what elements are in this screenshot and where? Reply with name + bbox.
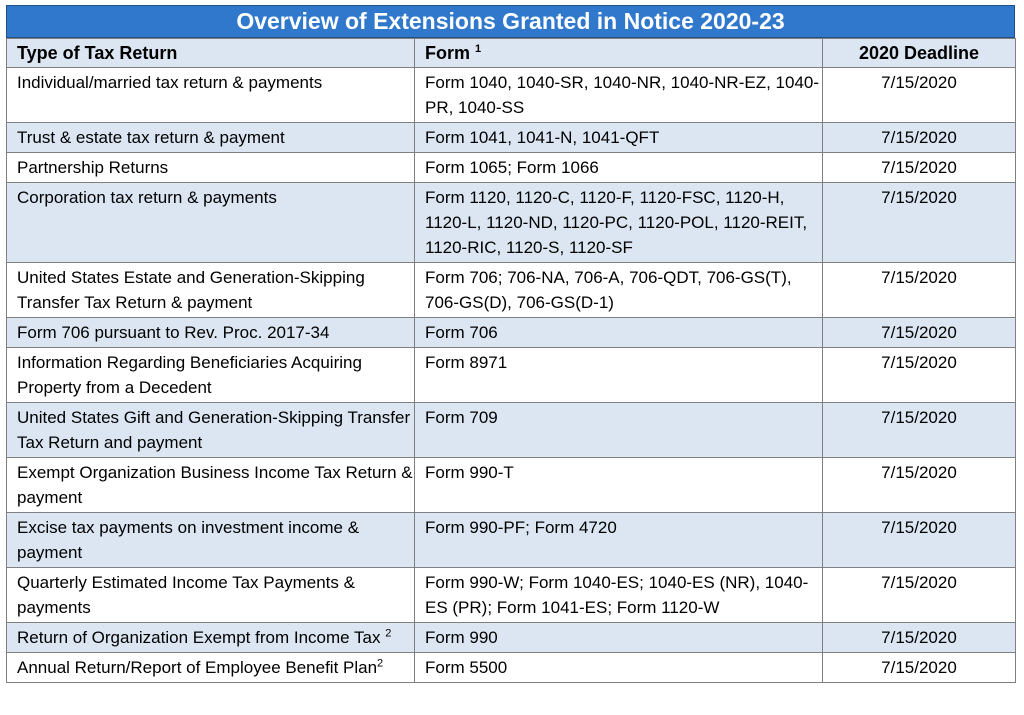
header-form: Form 1 bbox=[414, 38, 823, 68]
cell-form: Form 1041, 1041-N, 1041-QFT bbox=[414, 122, 823, 153]
cell-form: Form 990-PF; Form 4720 bbox=[414, 512, 823, 568]
table-row: Annual Return/Report of Employee Benefit… bbox=[6, 652, 1016, 683]
table-row: Corporation tax return & payments Form 11… bbox=[6, 182, 1016, 263]
table-row: Trust & estate tax return & payment Form … bbox=[6, 122, 1016, 153]
cell-form: Form 1065; Form 1066 bbox=[414, 152, 823, 183]
cell-form: Form 706; 706-NA, 706-A, 706-QDT, 706-GS… bbox=[414, 262, 823, 318]
table-body: Individual/married tax return & payments… bbox=[6, 67, 1016, 683]
extensions-table: Type of Tax Return Form 1 2020 Deadline … bbox=[6, 38, 1016, 683]
cell-deadline: 7/15/2020 bbox=[822, 122, 1016, 153]
cell-form: Form 5500 bbox=[414, 652, 823, 683]
table-row: Return of Organization Exempt from Incom… bbox=[6, 622, 1016, 653]
footnote-marker: 1 bbox=[475, 43, 482, 55]
cell-deadline: 7/15/2020 bbox=[822, 512, 1016, 568]
header-row: Type of Tax Return Form 1 2020 Deadline bbox=[6, 38, 1016, 68]
cell-form: Form 1120, 1120-C, 1120-F, 1120-FSC, 112… bbox=[414, 182, 823, 263]
table-row: Exempt Organization Business Income Tax … bbox=[6, 457, 1016, 513]
footnote-marker: 2 bbox=[385, 627, 392, 640]
table-row: Excise tax payments on investment income… bbox=[6, 512, 1016, 568]
table-row: United States Estate and Generation-Skip… bbox=[6, 262, 1016, 318]
cell-deadline: 7/15/2020 bbox=[822, 152, 1016, 183]
footnote-marker: 2 bbox=[377, 657, 384, 670]
cell-return-type: Excise tax payments on investment income… bbox=[6, 512, 415, 568]
cell-deadline: 7/15/2020 bbox=[822, 317, 1016, 348]
cell-form: Form 990-T bbox=[414, 457, 823, 513]
cell-form: Form 990-W; Form 1040-ES; 1040-ES (NR), … bbox=[414, 567, 823, 623]
cell-return-type: Partnership Returns bbox=[6, 152, 415, 183]
cell-form: Form 1040, 1040-SR, 1040-NR, 1040-NR-EZ,… bbox=[414, 67, 823, 123]
cell-deadline: 7/15/2020 bbox=[822, 182, 1016, 263]
table-row: Partnership Returns Form 1065; Form 1066 7… bbox=[6, 152, 1016, 183]
cell-deadline: 7/15/2020 bbox=[822, 567, 1016, 623]
cell-return-type: United States Gift and Generation-Skippi… bbox=[6, 402, 415, 458]
cell-return-type: Information Regarding Beneficiaries Acqu… bbox=[6, 347, 415, 403]
cell-return-type: Corporation tax return & payments bbox=[6, 182, 415, 263]
cell-deadline: 7/15/2020 bbox=[822, 402, 1016, 458]
table-row: Quarterly Estimated Income Tax Payments … bbox=[6, 567, 1016, 623]
cell-return-type: Individual/married tax return & payments bbox=[6, 67, 415, 123]
cell-return-type: United States Estate and Generation-Skip… bbox=[6, 262, 415, 318]
cell-return-type: Trust & estate tax return & payment bbox=[6, 122, 415, 153]
cell-return-type: Annual Return/Report of Employee Benefit… bbox=[6, 652, 415, 683]
table-row: United States Gift and Generation-Skippi… bbox=[6, 402, 1016, 458]
cell-deadline: 7/15/2020 bbox=[822, 652, 1016, 683]
table-title: Overview of Extensions Granted in Notice… bbox=[236, 8, 785, 34]
cell-form: Form 990 bbox=[414, 622, 823, 653]
table-title-bar: Overview of Extensions Granted in Notice… bbox=[6, 5, 1015, 38]
header-deadline: 2020 Deadline bbox=[822, 38, 1016, 68]
cell-return-type: Form 706 pursuant to Rev. Proc. 2017-34 bbox=[6, 317, 415, 348]
cell-deadline: 7/15/2020 bbox=[822, 262, 1016, 318]
cell-deadline: 7/15/2020 bbox=[822, 622, 1016, 653]
cell-form: Form 706 bbox=[414, 317, 823, 348]
table-row: Information Regarding Beneficiaries Acqu… bbox=[6, 347, 1016, 403]
cell-form: Form 709 bbox=[414, 402, 823, 458]
extensions-overview: Overview of Extensions Granted in Notice… bbox=[6, 5, 1016, 683]
table-row: Form 706 pursuant to Rev. Proc. 2017-34 F… bbox=[6, 317, 1016, 348]
cell-deadline: 7/15/2020 bbox=[822, 67, 1016, 123]
cell-form: Form 8971 bbox=[414, 347, 823, 403]
cell-deadline: 7/15/2020 bbox=[822, 457, 1016, 513]
cell-return-type: Quarterly Estimated Income Tax Payments … bbox=[6, 567, 415, 623]
cell-deadline: 7/15/2020 bbox=[822, 347, 1016, 403]
cell-return-type: Return of Organization Exempt from Incom… bbox=[6, 622, 415, 653]
table-row: Individual/married tax return & payments… bbox=[6, 67, 1016, 123]
cell-return-type: Exempt Organization Business Income Tax … bbox=[6, 457, 415, 513]
header-type: Type of Tax Return bbox=[6, 38, 415, 68]
